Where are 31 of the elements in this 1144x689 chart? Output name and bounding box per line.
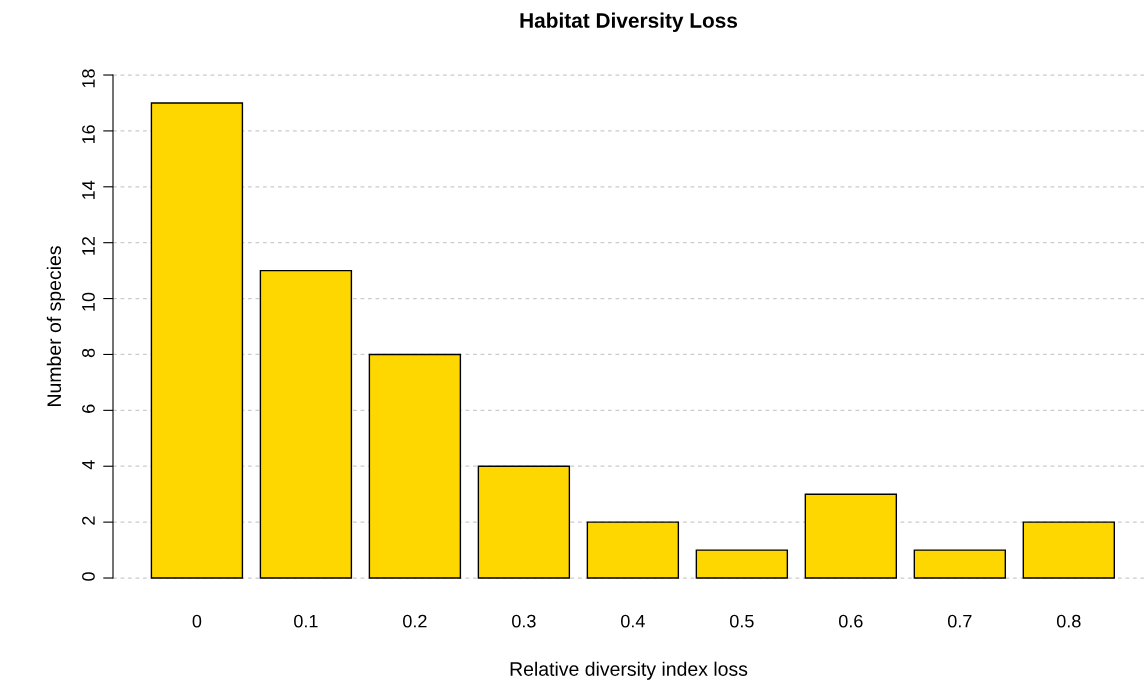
x-tick-label: 0.7 xyxy=(947,614,972,628)
bar xyxy=(259,269,353,579)
y-tick-label: 18 xyxy=(82,69,95,88)
y-tick-label: 10 xyxy=(82,292,95,311)
y-tick-label: 6 xyxy=(82,404,95,413)
bar xyxy=(477,465,571,579)
y-tick-label: 0 xyxy=(82,572,95,581)
y-tick-label: 16 xyxy=(82,125,95,144)
y-tick-label: 2 xyxy=(82,516,95,525)
x-axis-title: Relative diversity index loss xyxy=(510,661,748,680)
y-tick-label: 14 xyxy=(82,180,95,199)
x-tick-label: 0.5 xyxy=(730,614,754,628)
x-tick-label: 0.3 xyxy=(512,614,536,628)
bar xyxy=(586,521,680,579)
bar xyxy=(804,493,898,579)
x-tick-label: 0.4 xyxy=(621,614,645,628)
bar xyxy=(1022,521,1115,579)
x-tick-label: 0 xyxy=(192,614,202,628)
y-axis-title: Number of species xyxy=(46,246,65,406)
y-tick-label: 12 xyxy=(82,237,95,255)
x-tick-label: 0.6 xyxy=(838,614,863,628)
x-tick-label: 0.8 xyxy=(1056,614,1081,628)
bar xyxy=(913,549,1007,579)
bar xyxy=(368,353,462,579)
x-tick-label: 0.2 xyxy=(403,614,427,628)
chart-title: Habitat Diversity Loss xyxy=(520,12,738,32)
bar xyxy=(150,102,244,579)
bar xyxy=(695,549,789,579)
y-tick-label: 8 xyxy=(82,348,95,358)
x-tick-label: 0.1 xyxy=(294,614,318,628)
y-tick-label: 4 xyxy=(82,460,95,470)
